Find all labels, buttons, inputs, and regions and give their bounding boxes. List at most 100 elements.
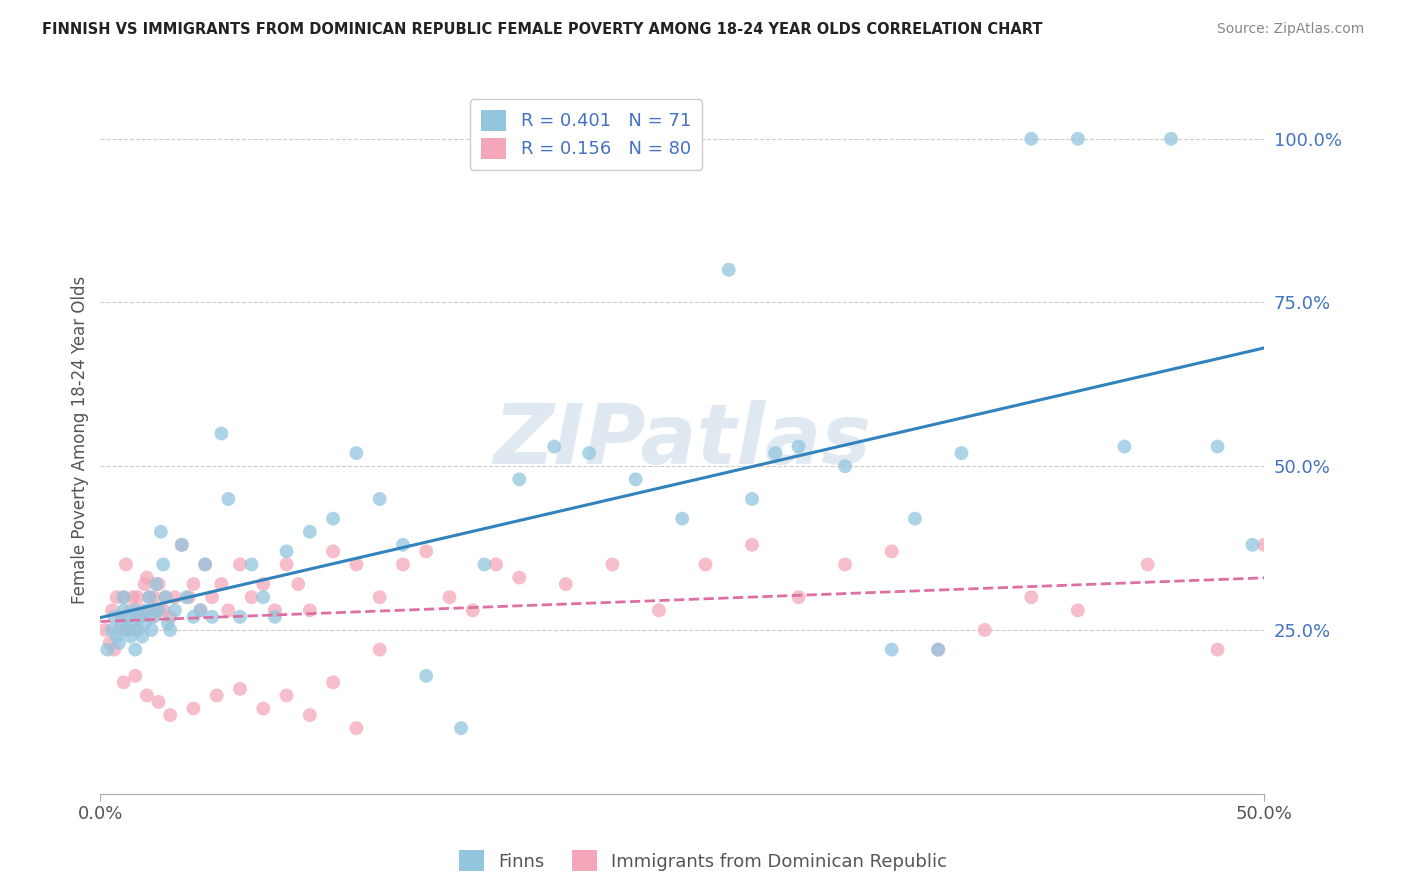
Point (124, 603, 146, 617)
Point (474, 558, 496, 572)
Point (170, 538, 193, 552)
Point (112, 591, 135, 605)
Point (124, 623, 146, 637)
Point (155, 591, 177, 605)
Point (103, 610, 125, 624)
Point (117, 623, 139, 637)
Point (344, 721, 367, 735)
Point (415, 669, 437, 683)
Point (1136, 558, 1159, 572)
Point (1067, 603, 1090, 617)
Point (138, 591, 160, 605)
Point (671, 511, 693, 525)
Point (276, 558, 298, 572)
Point (115, 558, 138, 572)
Point (485, 558, 508, 572)
Point (252, 701, 274, 715)
Point (141, 610, 163, 624)
Point (1021, 591, 1043, 605)
Point (152, 603, 174, 617)
Point (176, 591, 198, 605)
Point (105, 591, 128, 605)
Point (94, 623, 117, 637)
Point (205, 689, 228, 703)
Point (741, 538, 763, 552)
Point (973, 623, 995, 637)
Point (135, 570, 157, 584)
Point (229, 558, 252, 572)
Point (122, 616, 145, 631)
Point (105, 630, 128, 644)
Point (194, 558, 217, 572)
Point (127, 591, 149, 605)
Point (112, 603, 135, 617)
Point (392, 538, 415, 552)
Point (131, 630, 153, 644)
Point (787, 591, 810, 605)
Point (1253, 538, 1275, 552)
Point (252, 577, 274, 591)
Point (148, 603, 170, 617)
Point (298, 524, 321, 539)
Point (103, 642, 125, 657)
Point (159, 708, 181, 723)
Point (322, 511, 344, 525)
Point (156, 616, 179, 631)
Point (763, 446, 786, 460)
Point (145, 603, 167, 617)
Point (602, 558, 624, 572)
Point (439, 591, 461, 605)
Point (201, 610, 224, 624)
Point (880, 544, 903, 558)
Point (135, 603, 157, 617)
Point (129, 610, 152, 624)
Point (461, 603, 484, 617)
Point (322, 544, 344, 558)
Point (108, 623, 131, 637)
Point (624, 472, 647, 486)
Point (1114, 440, 1136, 454)
Point (927, 642, 949, 657)
Point (415, 544, 437, 558)
Point (229, 681, 252, 696)
Point (142, 591, 165, 605)
Point (98, 636, 121, 650)
Point (880, 642, 903, 657)
Point (149, 524, 172, 539)
Point (252, 591, 274, 605)
Point (368, 591, 391, 605)
Point (209, 577, 232, 591)
Point (508, 570, 530, 584)
Point (141, 623, 163, 637)
Point (101, 623, 124, 637)
Point (124, 669, 146, 683)
Point (183, 577, 205, 591)
Point (124, 642, 146, 657)
Point (240, 591, 263, 605)
Point (177, 591, 200, 605)
Point (194, 558, 217, 572)
Point (122, 591, 145, 605)
Legend: R = 0.401   N = 71, R = 0.156   N = 80: R = 0.401 N = 71, R = 0.156 N = 80 (470, 99, 702, 169)
Point (201, 591, 224, 605)
Point (1206, 440, 1229, 454)
Text: ZIPatlas: ZIPatlas (494, 400, 872, 481)
Point (112, 675, 135, 690)
Point (110, 610, 132, 624)
Point (1241, 538, 1264, 552)
Point (508, 472, 530, 486)
Point (1160, 132, 1182, 146)
Point (834, 459, 856, 474)
Point (287, 577, 309, 591)
Point (648, 603, 671, 617)
Point (368, 642, 391, 657)
Point (110, 616, 132, 631)
Point (276, 544, 298, 558)
Point (276, 689, 298, 703)
Point (129, 610, 152, 624)
Point (927, 642, 949, 657)
Text: FINNISH VS IMMIGRANTS FROM DOMINICAN REPUBLIC FEMALE POVERTY AMONG 18-24 YEAR OL: FINNISH VS IMMIGRANTS FROM DOMINICAN REP… (42, 22, 1043, 37)
Point (163, 603, 186, 617)
Point (344, 558, 367, 572)
Point (131, 603, 153, 617)
